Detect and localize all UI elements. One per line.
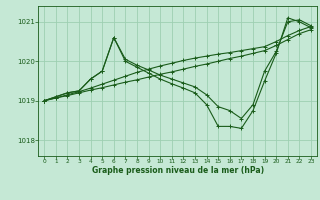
X-axis label: Graphe pression niveau de la mer (hPa): Graphe pression niveau de la mer (hPa) [92, 166, 264, 175]
